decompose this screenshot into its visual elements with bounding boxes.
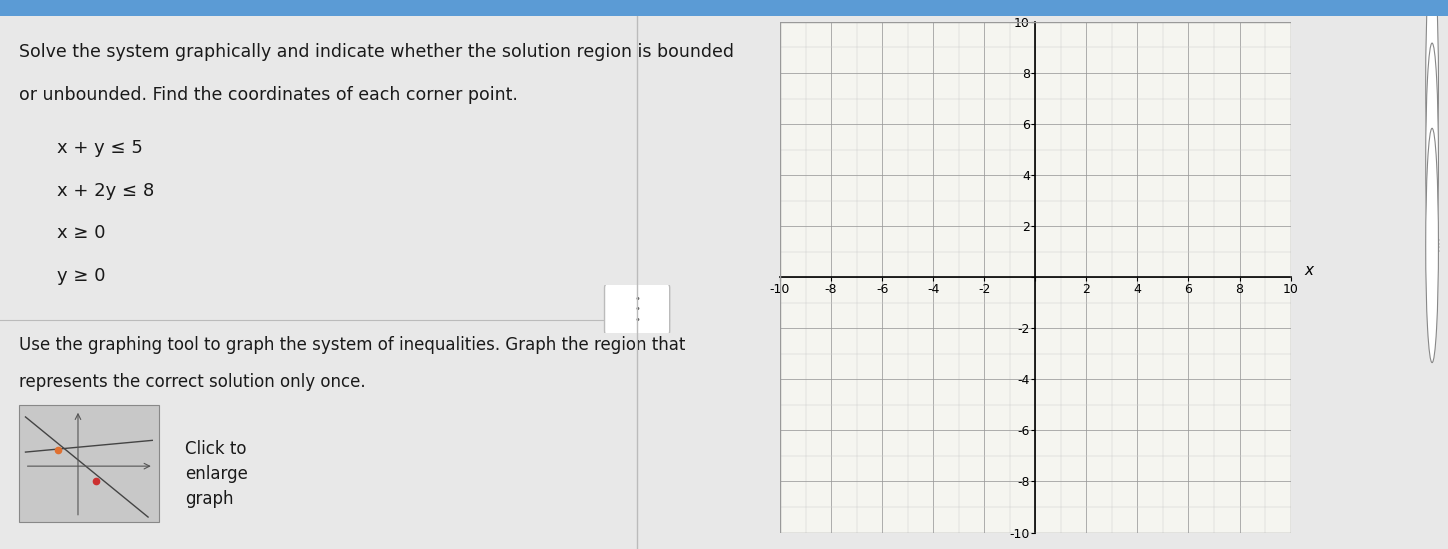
Text: Use the graphing tool to graph the system of inequalities. Graph the region that: Use the graphing tool to graph the syste… [19,336,685,354]
Text: y: y [1040,0,1048,14]
Text: ⬚: ⬚ [1425,237,1439,254]
Text: y ≥ 0: y ≥ 0 [58,267,106,285]
Text: represents the correct solution only once.: represents the correct solution only onc… [19,373,366,391]
Text: Click to
enlarge
graph: Click to enlarge graph [185,440,248,508]
Text: +: + [1423,71,1441,90]
FancyBboxPatch shape [19,405,159,523]
Text: or unbounded. Find the coordinates of each corner point.: or unbounded. Find the coordinates of ea… [19,86,518,104]
Text: Solve the system graphically and indicate whether the solution region is bounded: Solve the system graphically and indicat… [19,43,734,61]
Text: •: • [634,294,640,304]
Text: x: x [1305,264,1313,278]
Text: −: − [1423,151,1441,170]
Text: x ≥ 0: x ≥ 0 [58,224,106,242]
FancyBboxPatch shape [605,281,669,338]
Text: ↗: ↗ [1429,214,1438,224]
Circle shape [1426,43,1438,277]
Circle shape [1426,0,1438,198]
Text: x + 2y ≤ 8: x + 2y ≤ 8 [58,182,155,199]
Circle shape [1426,128,1438,363]
Text: •: • [634,304,640,315]
Text: x + y ≤ 5: x + y ≤ 5 [58,139,143,157]
Text: •: • [634,315,640,325]
